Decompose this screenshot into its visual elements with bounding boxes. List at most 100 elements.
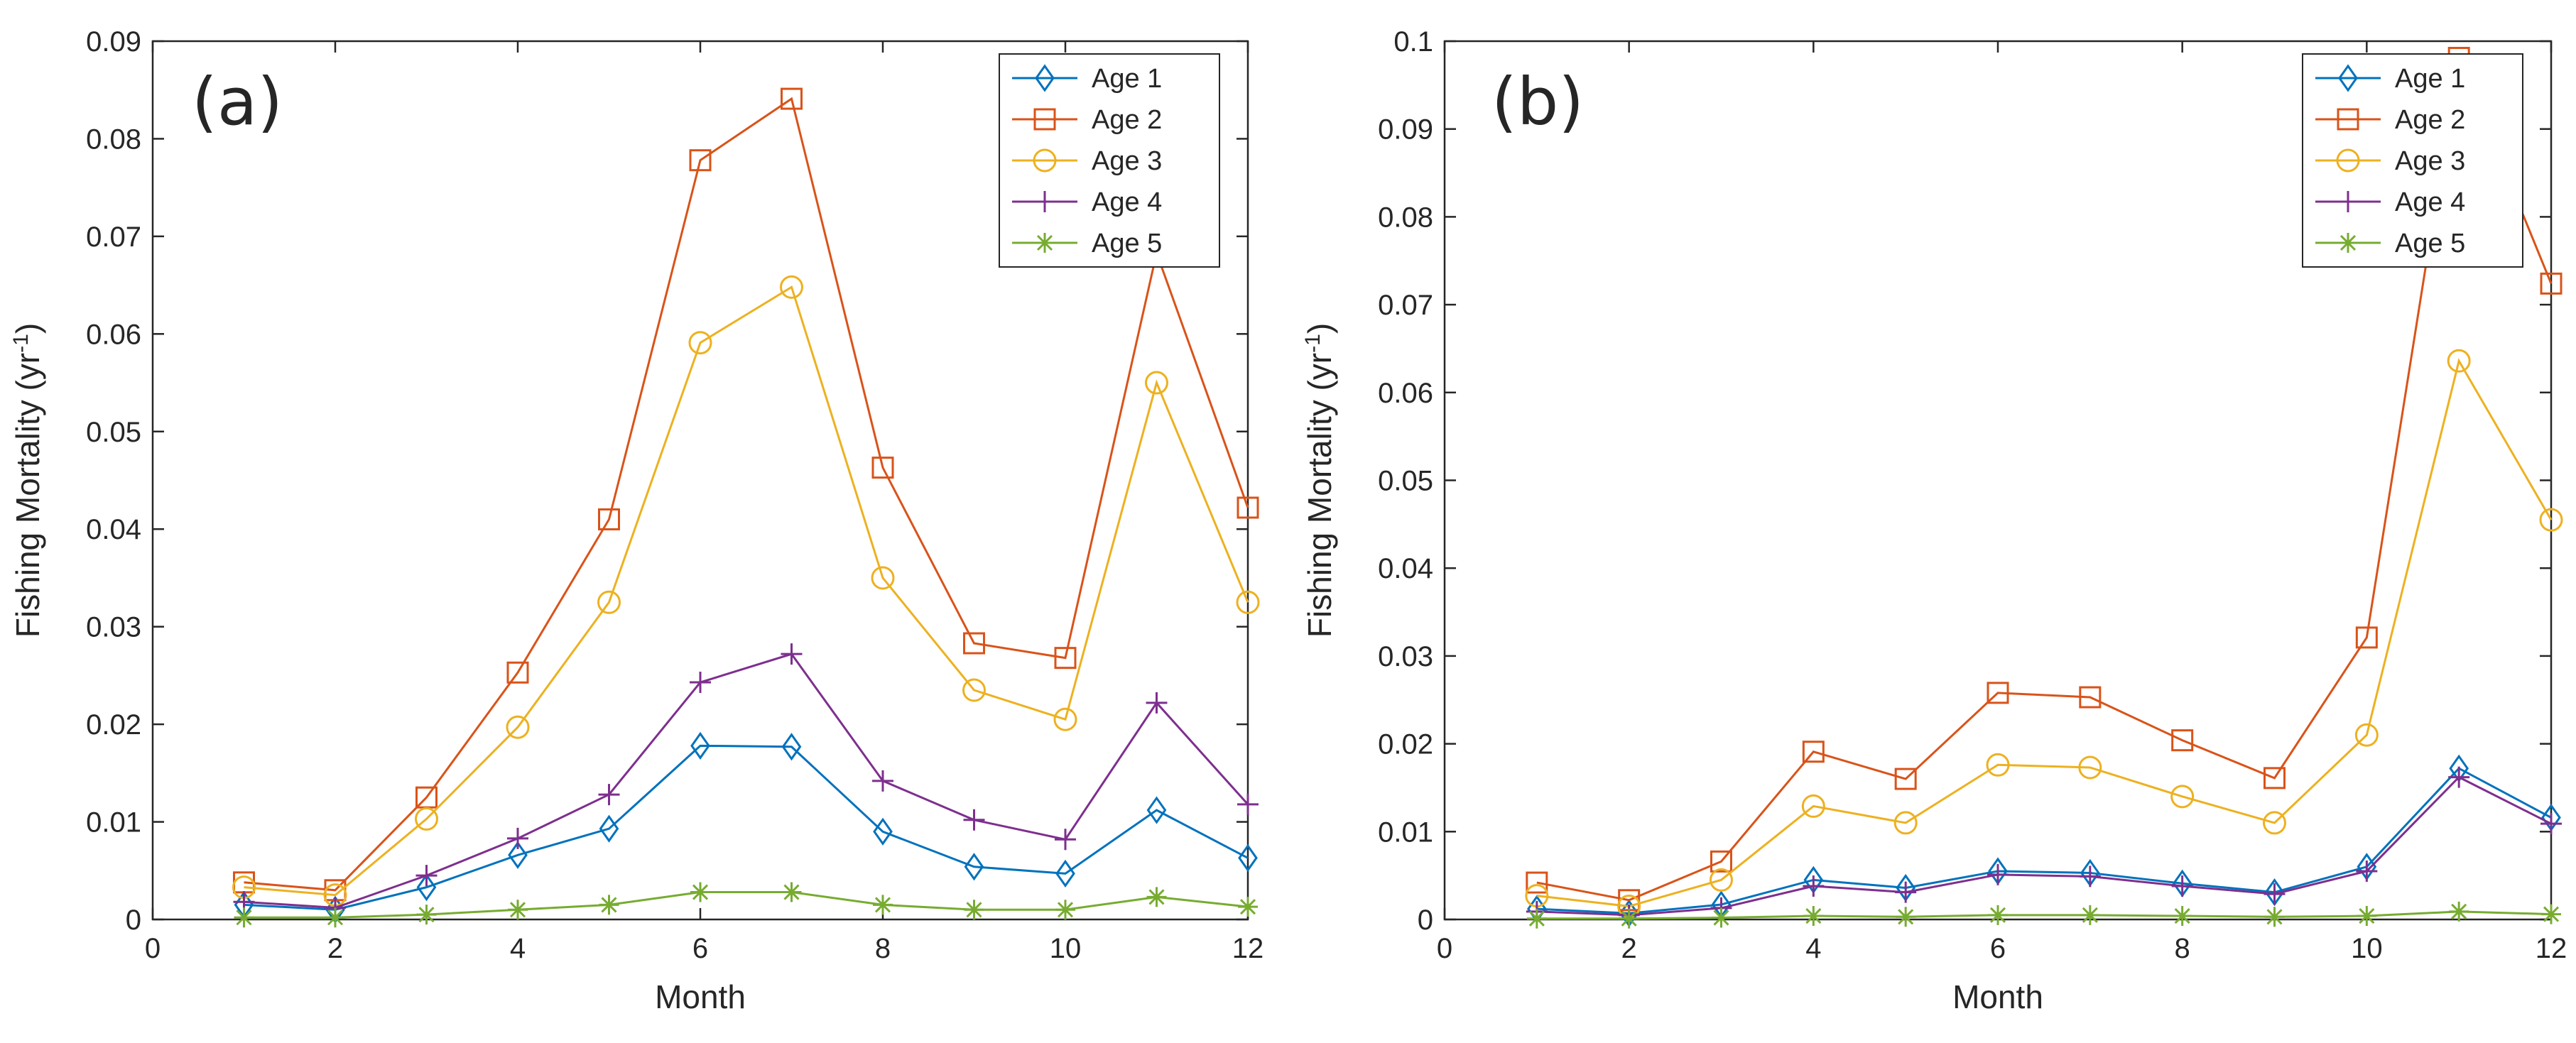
- data-point: [1237, 496, 1259, 519]
- legend-item: Age 2: [2315, 105, 2465, 135]
- legend-label: Age 5: [1092, 229, 1162, 258]
- y-tick-label: 0.03: [86, 612, 141, 643]
- data-point: [1711, 907, 1732, 928]
- data-point: [2264, 907, 2285, 927]
- data-point: [2540, 813, 2562, 835]
- legend: Age 1 Age 2 Age 3 Age 4 Age 5: [999, 53, 1220, 268]
- panel-label: (b): [1491, 64, 1584, 140]
- series-line: [1536, 53, 2553, 902]
- data-point: [1526, 871, 1548, 894]
- data-point: [506, 715, 530, 739]
- y-tick-label: 0.06: [1378, 378, 1433, 409]
- data-point: [1146, 692, 1168, 714]
- legend-item: Age 1: [1012, 64, 1162, 94]
- data-point: [1803, 906, 1824, 927]
- y-tick-label: 0.04: [86, 514, 141, 545]
- data-point: [2539, 508, 2563, 532]
- y-tick-label: 0.07: [86, 222, 141, 253]
- series-line: [244, 285, 1249, 897]
- x-tick-label: 4: [510, 933, 526, 964]
- data-point: [1987, 863, 2009, 885]
- data-point: [1710, 850, 1732, 873]
- data-point: [2079, 865, 2101, 888]
- y-tick-label: 0.02: [86, 709, 141, 741]
- y-tick-label: 0.09: [86, 26, 141, 58]
- data-point: [2263, 883, 2286, 905]
- data-point: [1236, 590, 1260, 614]
- data-point: [873, 895, 893, 915]
- data-point: [1986, 753, 2010, 777]
- data-point: [1054, 647, 1077, 670]
- x-tick-label: 4: [1805, 933, 1821, 964]
- data-point: [1238, 897, 1258, 917]
- legend-item: Age 4: [1012, 187, 1162, 217]
- legend-marker: [1035, 233, 1055, 253]
- data-point: [690, 672, 711, 694]
- legend-label: Age 1: [2395, 64, 2465, 94]
- x-tick-label: 10: [1050, 933, 1082, 964]
- data-point: [416, 905, 437, 925]
- x-tick-label: 8: [875, 933, 891, 964]
- data-point: [1894, 768, 1917, 790]
- series-line: [244, 652, 1249, 910]
- y-tick-label: 0.01: [86, 807, 141, 839]
- data-point: [2448, 766, 2470, 788]
- data-point: [507, 827, 528, 849]
- data-point: [963, 809, 985, 831]
- x-axis-label: Month: [655, 978, 746, 1015]
- data-point: [1896, 907, 1916, 927]
- data-point: [506, 661, 529, 684]
- data-point: [963, 632, 985, 655]
- data-point: [416, 873, 437, 902]
- data-point: [234, 907, 254, 928]
- data-point: [1238, 843, 1258, 873]
- legend-item: Age 1: [2315, 64, 2465, 94]
- y-tick-label: 0.01: [1378, 817, 1433, 848]
- chart-panel-b: 0 2 4 6 8 10 12 0 0.01 0.02 0.03 0.04 0.05 0.06 0.07 0.…: [1301, 26, 2567, 1015]
- legend-item: Age 3: [1012, 146, 1162, 176]
- data-point: [781, 733, 802, 761]
- data-point: [1710, 868, 1733, 892]
- series-line: [1536, 767, 2552, 914]
- series-line: [1536, 358, 2553, 907]
- data-point: [872, 770, 893, 792]
- legend-label: Age 4: [2395, 187, 2465, 217]
- legend-item: Age 5: [1012, 229, 1162, 258]
- legend-marker: [2336, 148, 2360, 173]
- data-point: [1146, 796, 1167, 824]
- legend-item: Age 2: [1012, 105, 1162, 135]
- x-tick-label: 12: [2536, 933, 2567, 964]
- data-point: [2357, 906, 2377, 927]
- data-point: [781, 882, 802, 902]
- data-point: [1619, 908, 1639, 929]
- y-tick-label: 0.1: [1393, 26, 1433, 58]
- y-axis-label: Fishing Mortality (yr-1): [1301, 323, 1339, 638]
- data-point: [2354, 723, 2379, 747]
- legend-label: Age 2: [2395, 105, 2465, 135]
- data-point: [690, 731, 710, 760]
- legend-marker: [2338, 64, 2358, 92]
- legend-marker: [2337, 191, 2359, 212]
- legend-item: Age 3: [2315, 146, 2465, 176]
- data-point: [2449, 901, 2469, 922]
- data-point: [597, 590, 621, 614]
- series-line: [1536, 910, 2552, 920]
- y-tick-label: 0: [1418, 905, 1433, 936]
- data-point: [1526, 908, 1547, 929]
- data-point: [2540, 272, 2563, 295]
- y-tick-label: 0.03: [1378, 641, 1433, 672]
- data-point: [962, 678, 986, 702]
- data-point: [2170, 785, 2195, 809]
- legend-item: Age 5: [2315, 229, 2465, 258]
- y-tick-label: 0.04: [1378, 553, 1433, 584]
- y-tick-label: 0.08: [86, 124, 141, 155]
- legend-marker: [1033, 108, 1056, 131]
- series-age-4: [233, 643, 1259, 919]
- x-tick-label: 0: [145, 933, 161, 964]
- data-point: [2080, 905, 2100, 925]
- data-point: [1145, 371, 1168, 395]
- y-tick-label: 0.09: [1378, 114, 1433, 146]
- x-tick-label: 10: [2351, 933, 2383, 964]
- data-point: [1055, 859, 1075, 888]
